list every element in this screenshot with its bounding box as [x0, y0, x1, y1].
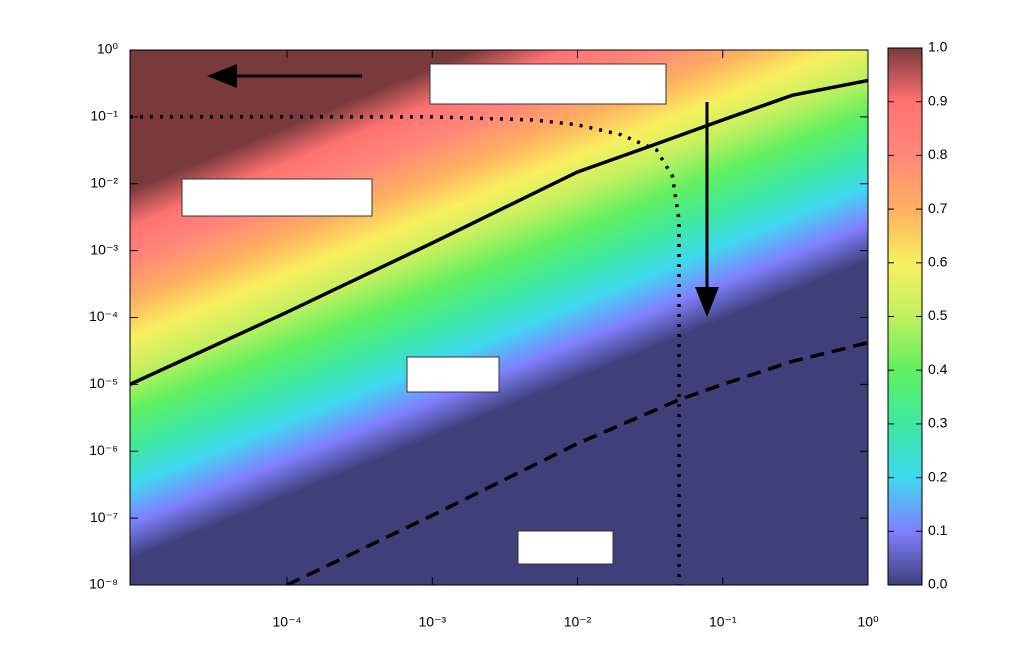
contour-field	[130, 50, 868, 585]
y-tick-label: 10⁻¹	[90, 108, 118, 124]
x-tick-label: 10⁻³	[418, 614, 446, 630]
curve	[130, 115, 681, 585]
y-tick-label: 10⁻⁷	[90, 509, 118, 525]
colorbar-tick-label: 0.2	[928, 468, 948, 484]
y-tick-label: 10⁻⁶	[89, 442, 118, 458]
curves	[130, 78, 868, 585]
x-tick-label: 10⁻⁴	[273, 614, 302, 630]
colorbar-tick-label: 1.0	[928, 39, 948, 55]
colorbar-tick-label: 0.6	[928, 254, 948, 270]
colorbar-tick-label: 0.3	[928, 415, 948, 431]
colorbar-tick-label: 0.7	[928, 200, 948, 216]
label-box	[429, 63, 667, 105]
y-tick-label: 10⁻³	[90, 241, 118, 257]
curve	[286, 340, 868, 585]
colorbar-tick-label: 0.5	[928, 307, 948, 323]
x-tick-label: 10⁰	[857, 614, 879, 630]
x-tick-label: 10⁻²	[564, 614, 592, 630]
colorbar-tick-label: 0.8	[928, 146, 948, 162]
y-tick-label: 10⁻⁵	[89, 375, 118, 391]
label-box	[181, 178, 373, 217]
y-tick-label: 10⁻⁸	[89, 576, 118, 592]
y-tick-label: 10⁻⁴	[89, 308, 118, 324]
colorbar-tick-label: 0.0	[928, 576, 948, 592]
x-tick-label: 10⁻¹	[709, 614, 737, 630]
curve	[130, 78, 868, 386]
label-box	[517, 530, 614, 565]
colorbar-tick-label: 0.4	[928, 361, 948, 377]
y-tick-label: 10⁻²	[90, 174, 118, 190]
colorbar-tick-label: 0.1	[928, 522, 948, 538]
label-box	[406, 356, 500, 393]
colorbar-tick-label: 0.9	[928, 92, 948, 108]
y-tick-label: 10⁰	[97, 41, 119, 57]
